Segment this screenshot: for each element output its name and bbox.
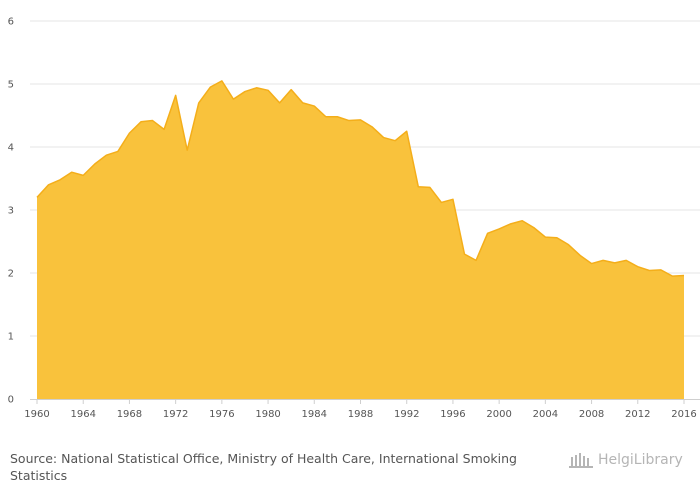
y-tick-label: 5 [8, 80, 14, 91]
chart: 0 1 2 3 4 5 6 1960 1964 1968 1972 1976 1980 1984 1988… [8, 17, 700, 420]
library-building-icon [569, 453, 593, 468]
x-tick-label: 2004 [533, 409, 558, 420]
x-tick-label: 1992 [394, 409, 419, 420]
area-line [36, 80, 685, 277]
x-tick-label: 1964 [70, 409, 95, 420]
x-tick-label: 1960 [24, 409, 49, 420]
x-tick-label: 1972 [163, 409, 188, 420]
y-tick-label: 2 [8, 269, 14, 280]
area-series [36, 80, 685, 399]
x-tick-label: 1988 [348, 409, 373, 420]
x-tick-labels: 1960 1964 1968 1972 1976 1980 1984 1988 1992 1996… [24, 399, 697, 420]
x-tick-label: 1968 [117, 409, 142, 420]
source-text: National Statistical Office, Ministry of… [10, 451, 517, 483]
y-tick-label: 3 [8, 206, 14, 217]
y-tick-label: 0 [8, 395, 14, 406]
x-tick-label: 1976 [209, 409, 234, 420]
area-fill [37, 80, 684, 399]
x-tick-label: 1980 [255, 409, 280, 420]
source-note: Source: National Statistical Office, Min… [10, 450, 550, 484]
x-tick-label: 2008 [579, 409, 604, 420]
x-tick-label: 2000 [486, 409, 511, 420]
y-tick-label: 6 [8, 17, 14, 28]
source-prefix: Source: [10, 451, 58, 466]
x-tick-label: 1996 [440, 409, 465, 420]
x-tick-label: 2016 [671, 409, 696, 420]
x-tick-label: 2012 [625, 409, 650, 420]
x-tick-label: 1984 [302, 409, 327, 420]
brand-logo: HelgiLibrary [568, 450, 683, 470]
y-tick-label: 1 [8, 332, 14, 343]
brand-name: HelgiLibrary [598, 452, 683, 468]
y-tick-labels: 0 1 2 3 4 5 6 [8, 17, 14, 406]
y-tick-label: 4 [8, 143, 14, 154]
